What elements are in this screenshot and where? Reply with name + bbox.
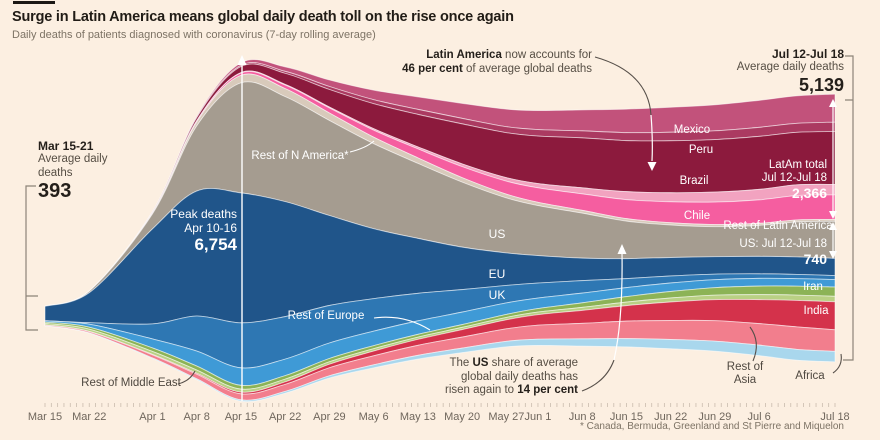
- band-africa: [44, 325, 836, 403]
- left-bracket: [25, 185, 38, 331]
- x-tick-label: Jun 8: [568, 411, 596, 423]
- x-tick-label: May 27: [488, 411, 525, 423]
- annotation-mar-15-21: Mar 15-21 Average daily deaths 393: [38, 139, 108, 202]
- label-rest-middle-east: Rest of Middle East: [81, 377, 181, 389]
- us-span-arrow-up-icon: [829, 222, 837, 230]
- right-bracket: [843, 55, 854, 361]
- stream-bands: [44, 59, 836, 403]
- band-label-eu: EU: [488, 267, 506, 281]
- rest-middle-east-pointer: [177, 370, 196, 385]
- latam-arrow-icon: [647, 162, 657, 171]
- annotation-us-share: The US share of average global daily dea…: [445, 357, 578, 396]
- rest-europe-pointer: [373, 316, 431, 331]
- band-label-rest-latam: Rest of Latin America: [723, 220, 833, 232]
- peak-arrow-icon: [237, 55, 247, 65]
- x-tick-label: Jun 15: [609, 411, 643, 423]
- x-tick-label: Jun 1: [524, 411, 552, 423]
- us-share-arrow-icon: [617, 244, 627, 254]
- annotation-latam-share: Latin America now accounts for 46 per ce…: [402, 49, 592, 75]
- band-label-uk: UK: [488, 288, 506, 302]
- x-tick-label: Jun 22: [654, 411, 688, 423]
- latam-pointer-white: [650, 114, 653, 162]
- page-subtitle: Daily deaths of patients diagnosed with …: [12, 29, 376, 41]
- x-tick-label: May 20: [444, 411, 481, 423]
- ft-top-bar: [13, 1, 55, 4]
- x-tick-label: Mar 15: [27, 411, 63, 423]
- footnote: * Canada, Bermuda, Greenland and St Pier…: [579, 421, 844, 432]
- band-label-rest-europe: Rest of Europe: [287, 310, 365, 322]
- label-africa: Africa: [795, 370, 825, 382]
- latam-span-arrow-down-icon: [829, 211, 837, 219]
- x-tick-label: Apr 22: [268, 411, 302, 423]
- us-span-arrow-down-icon: [829, 251, 837, 259]
- x-tick-label: Apr 8: [183, 411, 210, 423]
- x-tick-label: Jul 18: [820, 411, 850, 423]
- rest-asia-pointer: [749, 326, 757, 362]
- us-share-pointer-dark: [581, 359, 615, 392]
- latam-span-arrow-up-icon: [829, 99, 837, 107]
- x-tick-label: Mar 22: [72, 411, 107, 423]
- x-axis: Mar 15 Mar 22 Apr 1 Apr 8 Apr 15 Apr 22 Apr 29…: [0, 411, 880, 427]
- x-tick-label: Jul 6: [747, 411, 771, 423]
- label-rest-asia: Rest of Asia: [726, 361, 764, 386]
- x-tick-label: Apr 29: [313, 411, 346, 423]
- latam-pointer-dark: [594, 56, 652, 116]
- x-tick-label: May 13: [399, 411, 436, 423]
- annotation-peak-deaths: Peak deaths Apr 10-16 6,754: [170, 207, 237, 254]
- band-label-chile: Chile: [683, 210, 711, 222]
- band-label-mexico: Mexico: [673, 124, 711, 136]
- x-tick-label: May 6: [358, 411, 389, 423]
- rest-n-america-pointer: [349, 140, 375, 153]
- annotation-us-total: US: Jul 12-Jul 18 740: [739, 238, 827, 267]
- x-tick-label: Jun 29: [698, 411, 732, 423]
- band-label-peru: Peru: [688, 144, 714, 156]
- x-tick-label: Apr 15: [224, 411, 258, 423]
- us-share-pointer-white: [613, 252, 623, 361]
- x-axis-ticks: [44, 403, 836, 407]
- band-label-rest-n-america: Rest of N America*: [251, 150, 349, 162]
- band-label-iran: Iran: [803, 281, 823, 293]
- africa-pointer: [832, 353, 842, 374]
- band-label-india: India: [803, 305, 829, 317]
- annotation-jul-12-18: Jul 12-Jul 18 Average daily deaths 5,139: [736, 47, 844, 95]
- page-title: Surge in Latin America means global dail…: [12, 9, 514, 25]
- x-tick-label: Apr 1: [139, 411, 166, 423]
- annotation-latam-total: LatAm total Jul 12-Jul 18 2,366: [761, 159, 827, 201]
- band-label-us: US: [488, 227, 506, 241]
- band-label-brazil: Brazil: [679, 175, 709, 187]
